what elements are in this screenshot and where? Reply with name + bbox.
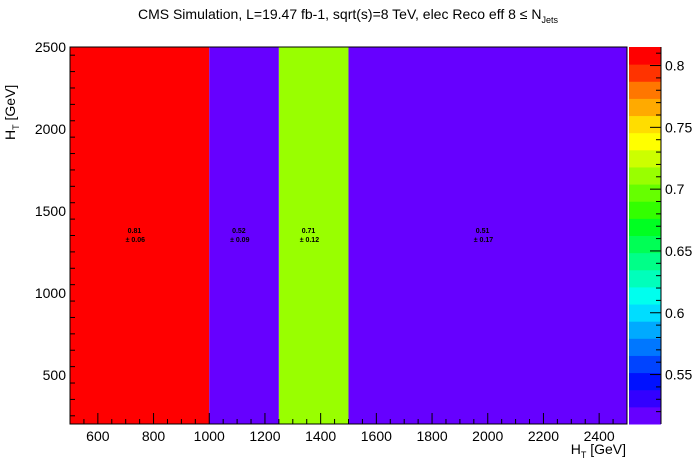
x-tick-label: 1400	[305, 428, 336, 444]
y-axis-label: HT [GeV]	[2, 85, 21, 140]
palette-swatch-12	[629, 218, 661, 236]
cell-value-label-4: 0.51	[476, 228, 490, 235]
x-tick-label: 1600	[361, 428, 392, 444]
x-tick-label: 1000	[194, 428, 225, 444]
x-axis-label-unit: [GeV]	[586, 441, 626, 457]
y-tick-label: 500	[43, 367, 67, 383]
x-tick-label: 1200	[249, 428, 280, 444]
palette-swatch-11	[629, 235, 661, 254]
x-tick-label: 2400	[584, 428, 615, 444]
y-tick-label: 1500	[35, 203, 66, 219]
y-tick-label: 1000	[35, 285, 66, 301]
cell-labels: 0.81 ± 0.06 0.52 ± 0.09 0.71 ± 0.12 0.51 ± 0.17	[126, 228, 494, 244]
heatmap-cells	[70, 47, 627, 424]
z-tick-label: 0.65	[665, 243, 692, 259]
z-tick-label: 0.8	[665, 58, 685, 74]
palette-swatch-13	[629, 201, 661, 219]
palette-swatch-8	[629, 286, 661, 305]
y-axis-label-unit: [GeV]	[2, 84, 18, 125]
chart-title: CMS Simulation, L=19.47 fb-1, sqrt(s)=8 …	[0, 6, 696, 25]
x-axis-label-sub: T	[580, 449, 587, 460]
palette-swatch-1	[629, 406, 661, 425]
x-tick-label: 800	[142, 428, 166, 444]
palette-swatch-17	[629, 132, 661, 151]
heatmap-cell-2	[209, 47, 279, 424]
x-tick-label: 600	[86, 428, 110, 444]
palette-swatch-15	[629, 166, 661, 185]
color-palette	[629, 47, 661, 425]
z-tick-label: 0.7	[665, 181, 685, 197]
chart-title-main: CMS Simulation, L=19.47 fb-1, sqrt(s)=8 …	[137, 6, 542, 22]
z-tick-label: 0.75	[665, 119, 692, 135]
cell-value-label-1: 0.81	[128, 228, 142, 235]
y-axis-label-sub: T	[10, 124, 21, 130]
z-tick-label: 0.55	[665, 367, 692, 383]
palette-swatch-19	[629, 98, 661, 117]
cell-error-label-3: ± 0.12	[300, 237, 320, 244]
y-axis-label-main: H	[2, 129, 18, 140]
palette-swatch-9	[629, 269, 661, 288]
chart-title-sub: Jets	[541, 14, 559, 25]
palette-swatch-6	[629, 321, 661, 339]
heatmap-cell-4	[348, 47, 627, 424]
palette-swatch-4	[629, 355, 661, 374]
palette-swatch-7	[629, 304, 661, 322]
palette-swatch-14	[629, 184, 661, 202]
x-tick-label: 1800	[416, 428, 447, 444]
palette-swatch-22	[629, 47, 661, 65]
palette-swatch-5	[629, 338, 661, 356]
palette-swatch-18	[629, 115, 661, 134]
z-axis: 0.55 0.6 0.65 0.7 0.75 0.8	[650, 47, 692, 424]
x-tick-label: 2200	[528, 428, 559, 444]
y-tick-label: 2500	[35, 39, 66, 55]
x-tick-label: 2000	[472, 428, 503, 444]
x-axis-label: HT [GeV]	[571, 441, 626, 460]
heatmap-cell-3	[278, 47, 349, 424]
palette-swatch-21	[629, 64, 661, 82]
z-tick-label: 0.6	[665, 305, 685, 321]
palette-swatch-10	[629, 252, 661, 271]
palette-swatch-3	[629, 372, 661, 391]
cell-error-label-2: ± 0.09	[230, 237, 250, 244]
cell-value-label-3: 0.71	[302, 228, 316, 235]
palette-swatch-16	[629, 149, 661, 168]
heatmap-cell-1	[70, 47, 210, 424]
palette-swatch-20	[629, 81, 661, 99]
cell-error-label-4: ± 0.17	[474, 237, 494, 244]
cell-error-label-1: ± 0.06	[126, 237, 146, 244]
y-tick-label: 2000	[35, 121, 66, 137]
cell-value-label-2: 0.52	[232, 228, 246, 235]
y-axis: 500 1000 1500 2000 2500	[35, 39, 75, 417]
x-axis-label-main: H	[570, 441, 581, 457]
palette-swatch-2	[629, 389, 661, 408]
x-axis: 600 800 1000 1200 1400 1600 1800 2000 2200 2400	[69, 413, 628, 444]
